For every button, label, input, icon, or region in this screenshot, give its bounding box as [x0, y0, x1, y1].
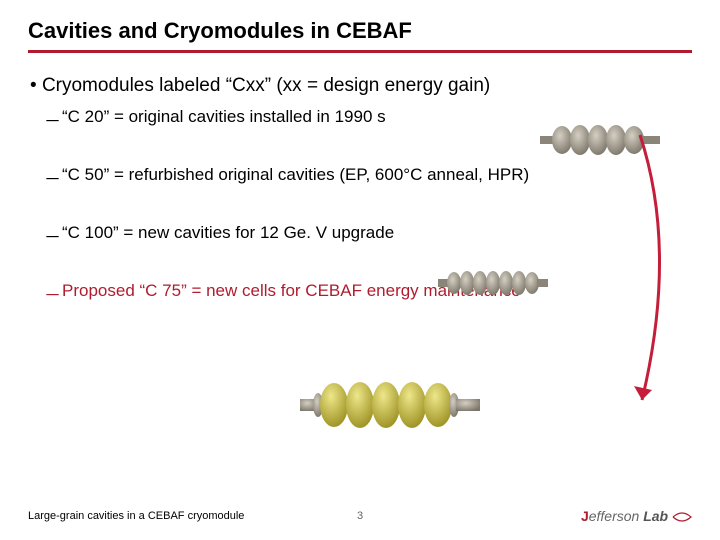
main-bullet: Cryomodules labeled “Cxx” (xx = design e…: [30, 75, 692, 97]
dash-icon: －: [44, 107, 61, 132]
sub-item-text: “C 50” = refurbished original cavities (…: [62, 165, 529, 184]
sub-item-c50: － “C 50” = refurbished original cavities…: [62, 165, 692, 185]
cavity-c75-icon: [300, 378, 480, 432]
dash-icon: －: [44, 281, 61, 306]
dash-icon: －: [44, 223, 61, 248]
page-title: Cavities and Cryomodules in CEBAF: [28, 18, 692, 50]
sub-item-c100: － “C 100” = new cavities for 12 Ge. V up…: [62, 223, 692, 243]
sub-item-text: “C 100” = new cavities for 12 Ge. V upgr…: [62, 223, 394, 242]
footer: Large-grain cavities in a CEBAF cryomodu…: [28, 508, 692, 524]
arrow-icon: [600, 130, 680, 430]
title-underline: [28, 50, 692, 53]
page-number: 3: [357, 510, 363, 522]
jefferson-lab-logo: Jefferson Lab: [581, 508, 692, 524]
sub-item-text: “C 20” = original cavities installed in …: [62, 107, 386, 126]
cavity-c100-icon: [438, 268, 548, 298]
footer-caption: Large-grain cavities in a CEBAF cryomodu…: [28, 510, 244, 522]
dash-icon: －: [44, 165, 61, 190]
sub-item-c75: － Proposed “C 75” = new cells for CEBAF …: [62, 281, 692, 301]
